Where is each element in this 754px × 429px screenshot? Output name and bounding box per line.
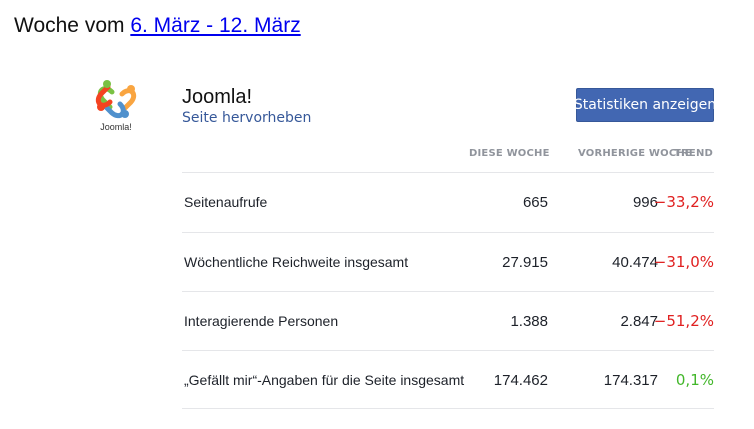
row-label: Seitenaufrufe [184, 194, 268, 210]
row-previous-week-value: 2.847 [620, 313, 658, 330]
table-row: Seitenaufrufe 665 996 −33,2% [182, 173, 714, 232]
table-row: Wöchentliche Reichweite insgesamt 27.915… [182, 233, 714, 292]
joomla-logo-text: Joomla! [100, 122, 132, 132]
week-range-link[interactable]: 6. März - 12. März [130, 14, 301, 37]
table-divider [182, 350, 714, 351]
column-header-this-week: DIESE WOCHE [469, 148, 550, 159]
column-header-previous-week: VORHERIGE WOCHE [578, 148, 692, 159]
table-row: Interagierende Personen 1.388 2.847 −51,… [182, 292, 714, 351]
table-divider [182, 172, 714, 173]
joomla-logo-icon[interactable]: Joomla! [86, 78, 146, 136]
table-row: „Gefällt mir“-Angaben für die Seite insg… [182, 351, 714, 410]
row-previous-week-value: 40.474 [612, 254, 658, 271]
week-heading-prefix: Woche vom [14, 14, 131, 37]
row-label: Wöchentliche Reichweite insgesamt [184, 254, 409, 270]
row-this-week-value: 27.915 [502, 254, 548, 271]
week-heading: Woche vom 6. März - 12. März [14, 14, 301, 38]
table-divider [182, 291, 714, 292]
page-title[interactable]: Joomla! [182, 86, 253, 108]
row-trend-value: −51,2% [653, 312, 714, 330]
row-previous-week-value: 174.317 [603, 372, 658, 389]
row-trend-value: −33,2% [653, 193, 714, 211]
row-this-week-value: 1.388 [510, 313, 548, 330]
row-this-week-value: 174.462 [493, 372, 548, 389]
show-statistics-button[interactable]: Statistiken anzeigen [574, 88, 716, 122]
row-trend-value: −31,0% [653, 253, 714, 271]
row-trend-value: 0,1% [675, 371, 714, 389]
row-label: „Gefällt mir“-Angaben für die Seite insg… [184, 372, 465, 388]
row-this-week-value: 665 [522, 194, 548, 211]
column-header-trend: TREND [674, 148, 714, 159]
table-divider [182, 232, 714, 233]
row-label: Interagierende Personen [184, 313, 339, 329]
row-previous-week-value: 996 [632, 194, 658, 211]
highlight-page-link[interactable]: Seite hervorheben [182, 110, 312, 126]
table-divider [182, 408, 714, 409]
